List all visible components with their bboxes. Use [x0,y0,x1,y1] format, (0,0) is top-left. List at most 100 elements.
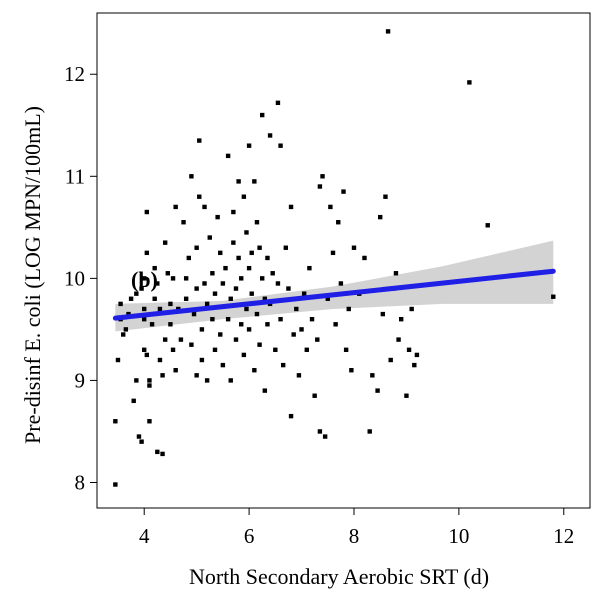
data-point [142,276,147,281]
data-point [131,398,136,404]
data-point [128,296,134,301]
data-point [144,250,150,256]
y-tick-label: 9 [75,368,86,392]
data-point [215,214,220,220]
data-point [225,153,231,159]
data-point [183,296,189,301]
y-axis-title: Pre-disinf E. coli (LOG MPN/100mL) [20,106,45,444]
data-point [183,276,189,281]
data-point [134,378,139,383]
data-point [160,373,165,378]
y-tick-label: 8 [75,470,86,494]
data-point [267,133,273,138]
data-point [485,223,490,228]
x-axis: 4 6 8 10 12 [139,508,574,548]
data-point [246,143,252,148]
data-point [197,138,202,143]
data-point [244,306,249,312]
data-point [322,434,328,439]
data-point [252,179,257,184]
y-tick-label: 10 [64,266,85,290]
data-point [147,383,152,388]
data-point [123,327,129,332]
data-point [378,214,383,220]
data-point [142,347,147,353]
data-point [204,378,210,383]
data-point [181,220,186,225]
data-point [139,286,144,291]
data-point [160,451,165,457]
data-point [202,281,207,286]
plot-frame [96,12,591,509]
data-point [333,322,338,327]
data-point [260,276,265,281]
data-point [467,80,472,85]
data-point [246,327,252,332]
data-point [147,419,152,424]
data-point [262,296,268,301]
data-point [189,174,194,179]
data-point [244,230,249,235]
data-point [121,332,126,337]
data-point [330,250,336,256]
data-point [375,388,380,393]
data-point [270,271,275,276]
data-point [218,332,223,337]
data-point [199,357,205,363]
data-point [228,296,233,301]
data-point [220,362,226,368]
data-point [241,352,247,358]
data-point [312,393,317,398]
data-point [162,337,168,342]
data-point [239,322,244,327]
data-point [191,311,197,317]
data-point [155,449,160,455]
data-point [260,112,265,118]
data-point [144,209,150,215]
data-point [197,194,202,199]
data-point [328,204,333,210]
panel-label: (b) [131,267,158,292]
data-point [155,281,160,286]
data-point [341,189,346,194]
data-point [275,281,281,286]
data-point [257,342,262,347]
data-point [273,347,278,353]
data-point [162,240,168,245]
data-point [257,245,262,250]
data-point [388,357,393,363]
data-point [212,347,218,353]
data-point [144,352,150,358]
data-point [199,327,205,332]
data-point [396,337,401,342]
data-point [296,373,302,378]
data-point [113,482,118,487]
data-point [398,316,404,322]
data-point [346,306,351,312]
data-point [283,245,289,250]
data-point [291,332,296,337]
data-point [165,271,171,276]
data-point [139,439,144,444]
data-point [115,357,121,363]
data-point [220,281,226,286]
data-point [362,255,367,261]
data-point [370,373,375,378]
data-point [254,220,260,225]
data-point [142,306,147,312]
data-point [147,378,152,383]
data-point [343,347,349,353]
data-point [239,276,244,281]
x-tick-label: 8 [349,524,360,548]
data-point [325,296,330,301]
regression-line [112,268,556,321]
data-point [225,316,231,322]
data-point [409,306,414,312]
data-point [231,209,236,215]
data-point [262,388,268,393]
data-point [236,255,241,261]
data-point [246,265,252,271]
data-point [223,265,228,271]
data-point [383,194,388,199]
data-point [406,347,412,353]
